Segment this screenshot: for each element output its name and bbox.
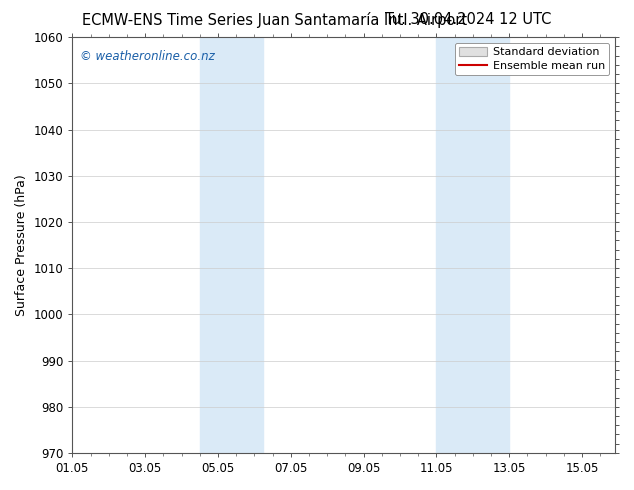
Text: Tu. 30.04.2024 12 UTC: Tu. 30.04.2024 12 UTC (385, 12, 552, 27)
Y-axis label: Surface Pressure (hPa): Surface Pressure (hPa) (15, 174, 28, 316)
Bar (200, 37, 264, 453)
Legend: Standard deviation, Ensemble mean run: Standard deviation, Ensemble mean run (455, 43, 609, 75)
Text: ECMW-ENS Time Series Juan Santamaría Intl. Airport: ECMW-ENS Time Series Juan Santamaría Int… (82, 12, 467, 28)
Bar (436, 37, 509, 453)
Text: © weatheronline.co.nz: © weatheronline.co.nz (81, 49, 215, 63)
